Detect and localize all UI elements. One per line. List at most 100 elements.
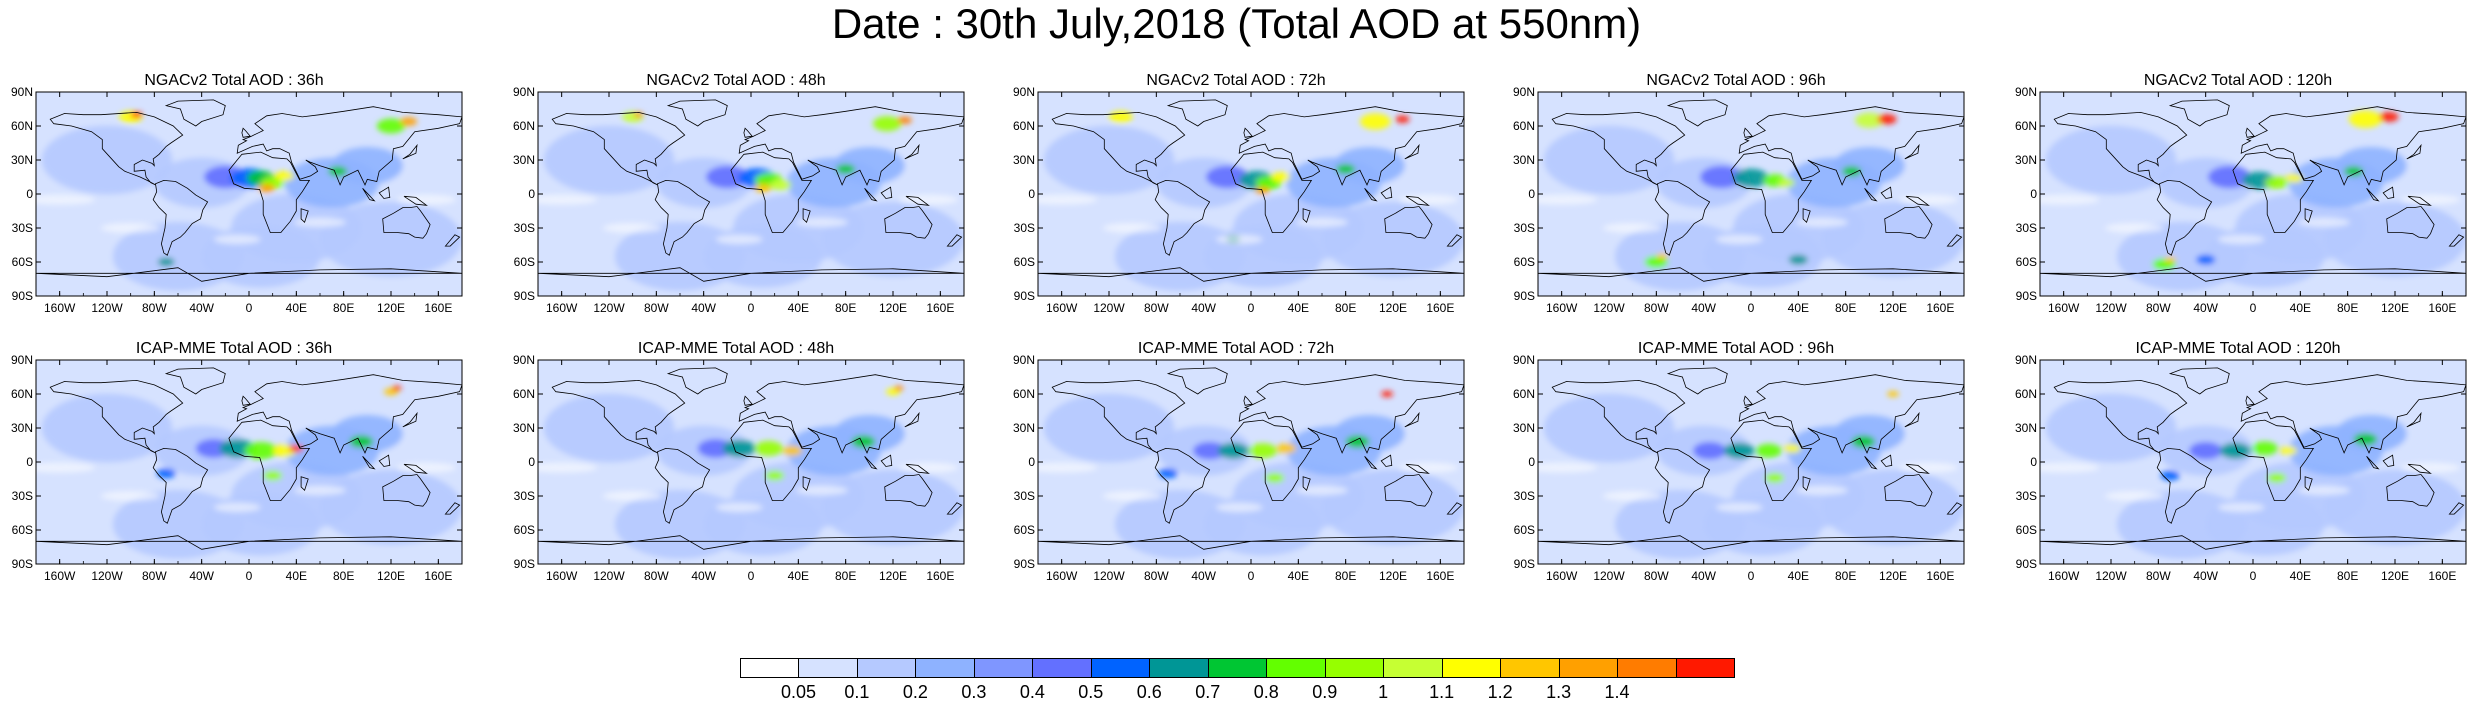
colorbar-label: 0.05	[780, 682, 816, 702]
aod-plume	[897, 116, 912, 124]
aod-plume	[769, 179, 792, 191]
lat-tick-label: 60N	[2015, 387, 2037, 401]
aod-plume	[1109, 110, 1133, 124]
colorbar-label: 0.4	[1019, 682, 1045, 702]
aod-plume	[2324, 469, 2466, 545]
lon-tick-label: 80W	[2146, 569, 2171, 583]
aod-plume	[385, 143, 462, 200]
aod-map: 90N 60N 30N 0 30S 60S 90S 160W 120W 80W 40W 0 40E 80E…	[1013, 85, 1465, 315]
lon-tick-label: 0	[1248, 301, 1255, 315]
aod-plume	[2335, 415, 2407, 453]
lon-tick-label: 40E	[286, 301, 307, 315]
lat-tick-label: 0	[2030, 187, 2037, 201]
lat-tick-label: 30S	[12, 489, 33, 503]
lat-tick-label: 60S	[12, 523, 33, 537]
aod-plume	[328, 166, 348, 177]
colorbar-label: 0.7	[1195, 682, 1221, 702]
lon-tick-label: 120W	[593, 569, 625, 583]
aod-plume	[1822, 201, 1964, 277]
aod-plume	[1755, 443, 1782, 458]
panel-title: NGACv2 Total AOD : 96h	[1646, 72, 1826, 89]
clear-area	[1603, 223, 1663, 233]
lon-tick-label: 40E	[1788, 301, 1809, 315]
aod-plume	[1158, 468, 1178, 479]
clear-area	[715, 502, 763, 513]
colorbar-label: 1.4	[1604, 682, 1630, 702]
panel-title: ICAP-MME Total AOD : 120h	[2135, 340, 2341, 357]
aod-field	[2040, 92, 2466, 296]
colorbar-label: 0.8	[1253, 682, 1279, 702]
clear-area	[1295, 485, 1349, 496]
lon-tick-label: 120E	[1879, 569, 1907, 583]
lat-tick-label: 90N	[11, 85, 33, 99]
lat-tick-label: 90N	[1513, 353, 1535, 367]
aod-plume	[1855, 112, 1884, 128]
aod-plume	[1336, 164, 1356, 175]
aod-plume	[2267, 472, 2287, 483]
lat-tick-label: 90S	[1514, 289, 1535, 303]
aod-plume	[263, 470, 283, 481]
aod-plume	[320, 469, 462, 545]
lon-tick-label: 40W	[1191, 569, 1216, 583]
aod-plume	[385, 411, 462, 468]
colorbar-swatch	[1324, 658, 1385, 678]
aod-field	[36, 92, 462, 296]
clear-area	[1103, 223, 1163, 233]
aod-plume	[1851, 435, 1876, 448]
aod-plume	[2389, 143, 2466, 200]
aod-plume	[1043, 393, 1175, 463]
lat-tick-label: 60N	[513, 387, 535, 401]
map-panel: NGACv2 Total AOD : 72h 90N 60N 30N 0 30S 60S 90…	[1013, 72, 1465, 315]
lat-tick-label: 30S	[514, 489, 535, 503]
aod-plume	[157, 257, 175, 267]
aod-plume	[1877, 114, 1897, 125]
lat-tick-label: 30N	[2015, 421, 2037, 435]
lon-tick-label: 120E	[377, 301, 405, 315]
lat-tick-label: 0	[1528, 187, 1535, 201]
clear-area	[36, 462, 96, 473]
lat-tick-label: 0	[528, 187, 535, 201]
colorbar-label: 0.9	[1312, 682, 1338, 702]
clear-area	[1538, 462, 1598, 473]
coastlines	[538, 367, 964, 550]
lon-tick-label: 120W	[2095, 301, 2127, 315]
panel-title: ICAP-MME Total AOD : 36h	[135, 340, 333, 357]
coastlines	[1538, 367, 1964, 550]
aod-plume	[156, 468, 176, 479]
aod-plume	[2379, 111, 2399, 122]
aod-plume	[833, 415, 905, 453]
clear-area	[538, 462, 598, 473]
clear-area	[1715, 234, 1763, 245]
colorbar-swatch	[1207, 658, 1268, 678]
aod-plume	[1217, 442, 1249, 459]
aod-plume	[1822, 469, 1964, 545]
lat-tick-label: 90S	[12, 557, 33, 571]
panel-title: NGACv2 Total AOD : 72h	[1146, 72, 1326, 89]
clear-area	[1103, 491, 1163, 501]
lon-tick-label: 0	[2250, 301, 2257, 315]
lon-tick-label: 160E	[424, 569, 452, 583]
lon-tick-label: 0	[748, 569, 755, 583]
lat-tick-label: 30S	[2016, 221, 2037, 235]
clear-area	[1295, 217, 1349, 228]
aod-plume	[1265, 472, 1285, 483]
coastlines	[538, 99, 964, 282]
aod-plume	[1887, 390, 1899, 398]
colorbar-label: 1	[1378, 682, 1389, 702]
aod-plume	[1381, 390, 1393, 398]
map-panel: NGACv2 Total AOD : 120h 90N 60N 30N 0 30S 60S 9…	[2015, 72, 2467, 315]
lon-tick-label: 160E	[1926, 569, 1954, 583]
aod-plume	[633, 112, 644, 118]
lon-tick-label: 160W	[1046, 569, 1078, 583]
aod-plume	[765, 470, 785, 481]
lon-tick-label: 40W	[189, 569, 214, 583]
lon-tick-label: 160W	[2048, 569, 2080, 583]
lon-tick-label: 40E	[788, 301, 809, 315]
aod-plume	[2045, 393, 2177, 463]
lon-tick-label: 40W	[1691, 569, 1716, 583]
aod-field	[2040, 360, 2466, 564]
colorbar-swatch	[915, 658, 975, 678]
aod-plume	[872, 116, 902, 132]
aod-plume	[1656, 253, 1669, 260]
lon-tick-label: 120E	[1379, 301, 1407, 315]
